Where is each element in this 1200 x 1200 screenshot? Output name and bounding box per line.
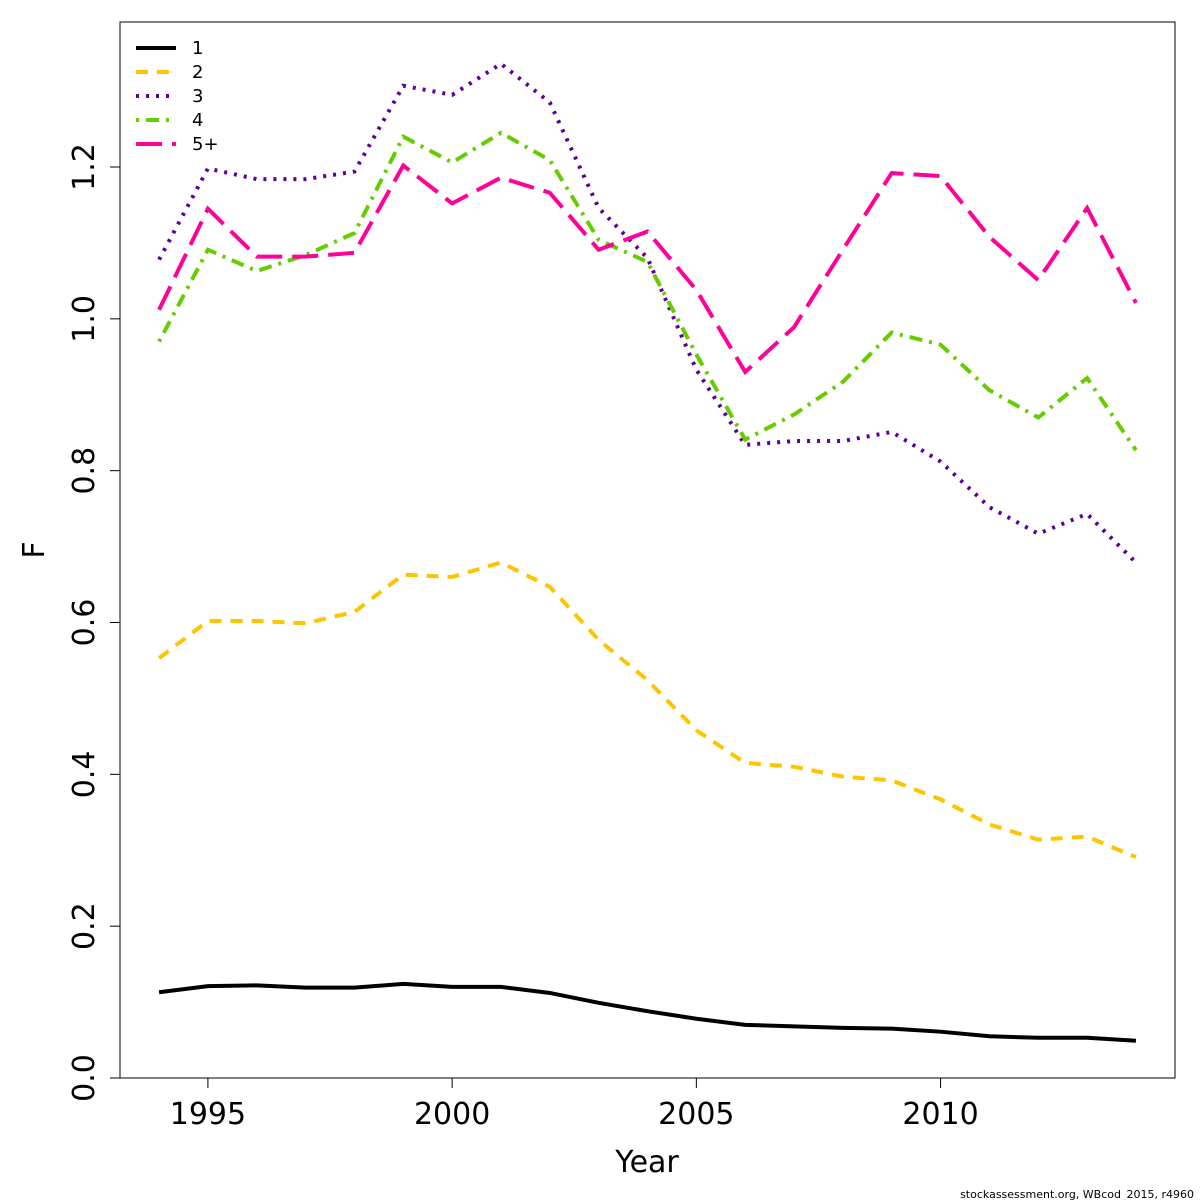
series-line [157,162,1138,376]
x-axis-label: Year [614,1145,679,1180]
legend-label: 3 [192,86,203,107]
x-tick-label: 2000 [414,1097,490,1132]
y-tick-label: 0.6 [67,599,102,647]
x-tick-label: 2005 [658,1097,734,1132]
series-line [157,130,1138,452]
plot-frame [119,21,1176,1079]
legend-label: 4 [192,110,203,131]
legend-label: 1 [192,38,203,59]
y-axis-label: F [17,541,52,558]
legend-label: 2 [192,62,203,83]
y-tick-label: 1.0 [67,295,102,343]
series-line [157,61,1138,564]
y-tick-label: 0.0 [67,1054,102,1102]
footnote: stockassessment.org, WBcod_2015, r4960 [960,1188,1194,1200]
x-tick-label: 2010 [902,1097,978,1132]
y-tick-label: 0.4 [67,750,102,798]
y-tick-label: 0.8 [67,447,102,495]
legend-label: 5+ [192,134,219,155]
y-tick-label: 1.2 [67,143,102,191]
y-tick-label: 0.2 [67,902,102,950]
x-tick-label: 1995 [170,1097,246,1132]
series-line [158,981,1137,1043]
series-line [157,560,1137,859]
